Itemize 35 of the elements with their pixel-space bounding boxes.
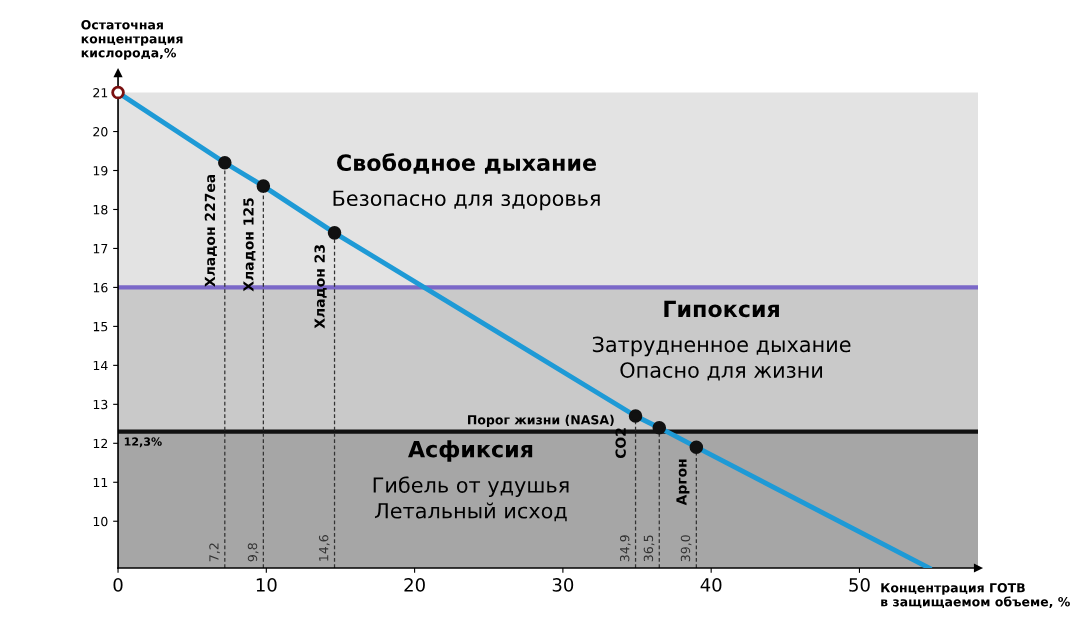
y-tick-label: 20 [93,127,108,137]
band-label: Асфиксия Гибель от удушья Летальный исход [373,440,569,522]
ref-line-label: 34,9 [619,535,631,562]
ref-line-label: 14,6 [318,535,330,561]
annotation: 12,3% [124,437,162,448]
annotation: Хладон 23 [314,245,327,329]
ref-line-label: Порог жизни (NASA) [468,414,614,427]
y-axis-title: Остаточная концентрация кислорода,% [81,19,183,60]
x-tick-label: 30 [552,578,574,592]
y-tick-label: 21 [93,88,108,98]
band-label: Свободное дыхание Безопасно для здоровья [333,153,600,211]
y-tick-label: 15 [93,322,108,332]
y-tick-label: 10 [93,516,108,527]
ref-line-label: 9,8 [247,543,259,562]
annotation: Хладон 125 [243,198,256,292]
x-tick-label: 20 [404,578,425,592]
x-tick-label: 10 [256,578,277,592]
ref-line-label: 39,0 [680,535,692,562]
y-tick-label: 11 [93,477,108,488]
y-tick-label: 12 [93,438,108,449]
x-axis-title: Концентрация ГОТВ в защищаемом объеме, % [881,582,1070,609]
ref-line-label: 36,5 [643,535,655,562]
y-tick-label: 17 [93,244,108,254]
x-tick-label: 0 [113,578,123,592]
band-label: Гипоксия Затрудненное дыхание Опасно для жизни [592,300,851,381]
ref-line-label: 7,2 [209,543,220,562]
x-tick-label: 50 [849,578,870,592]
y-tick-label: 16 [93,282,108,293]
y-tick-label: 19 [93,165,108,176]
y-tick-label: 14 [93,361,108,371]
annotation: Аргон [676,459,690,506]
y-tick-label: 13 [93,399,108,410]
x-tick-label: 40 [700,578,722,592]
y-tick-label: 18 [93,204,108,215]
annotation: Хладон 227еа [204,174,217,287]
